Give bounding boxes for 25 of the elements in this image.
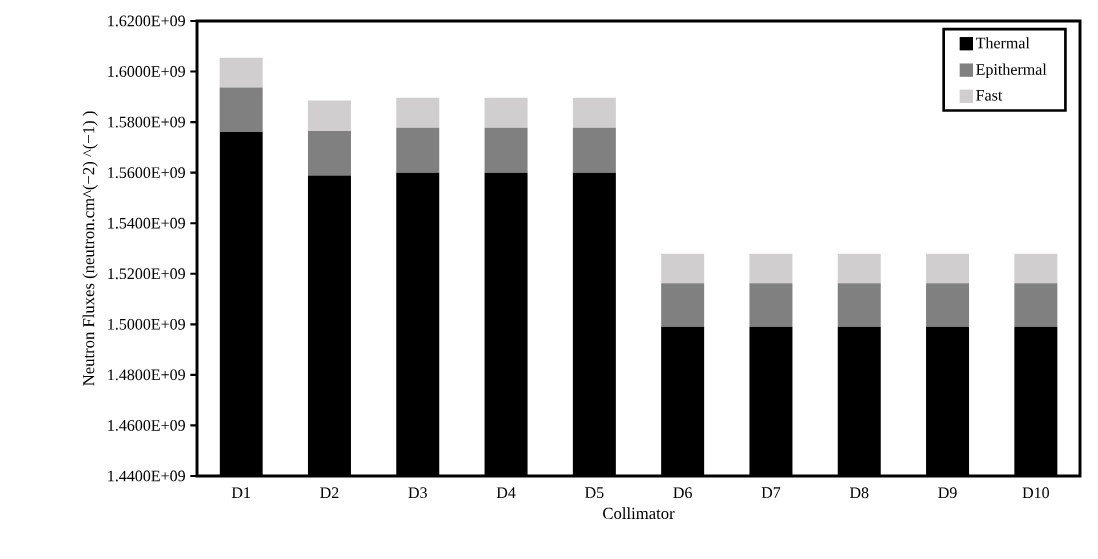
x-tick-label: D5 (585, 487, 604, 498)
x-tick-label: D2 (320, 487, 339, 498)
x-axis-title: Collimator (603, 507, 675, 520)
y-tick-label: 1.5200E+09 (108, 268, 185, 280)
y-tick-label: 1.6200E+09 (108, 15, 185, 27)
y-axis-title: Neutron Fluxes (neutron.cm^(−2) ^(−1) ) (82, 111, 98, 386)
legend-label: Fast (976, 90, 1003, 101)
y-tick-label: 1.6000E+09 (108, 66, 185, 77)
y-tick-label: 1.4600E+09 (108, 419, 185, 431)
y-tick-label: 1.4400E+09 (108, 470, 185, 482)
x-tick-label: D7 (761, 487, 781, 498)
legend-label: Epithermal (976, 63, 1047, 79)
x-tick-label: D4 (496, 487, 516, 498)
y-tick-label: 1.4800E+09 (108, 369, 185, 381)
x-tick-label: D6 (673, 487, 692, 499)
legend-label: Thermal (975, 37, 1030, 49)
y-tick-label: 1.5400E+09 (108, 217, 185, 229)
x-tick-label: D1 (231, 487, 250, 498)
x-tick-label: D9 (938, 487, 957, 499)
x-tick-label: D10 (1022, 487, 1050, 499)
x-tick-label: D8 (849, 487, 869, 499)
y-tick-label: 1.5000E+09 (108, 318, 185, 330)
y-tick-label: 1.5600E+09 (108, 167, 185, 179)
x-tick-label: D3 (408, 487, 427, 499)
y-tick-label: 1.5800E+09 (108, 116, 185, 128)
